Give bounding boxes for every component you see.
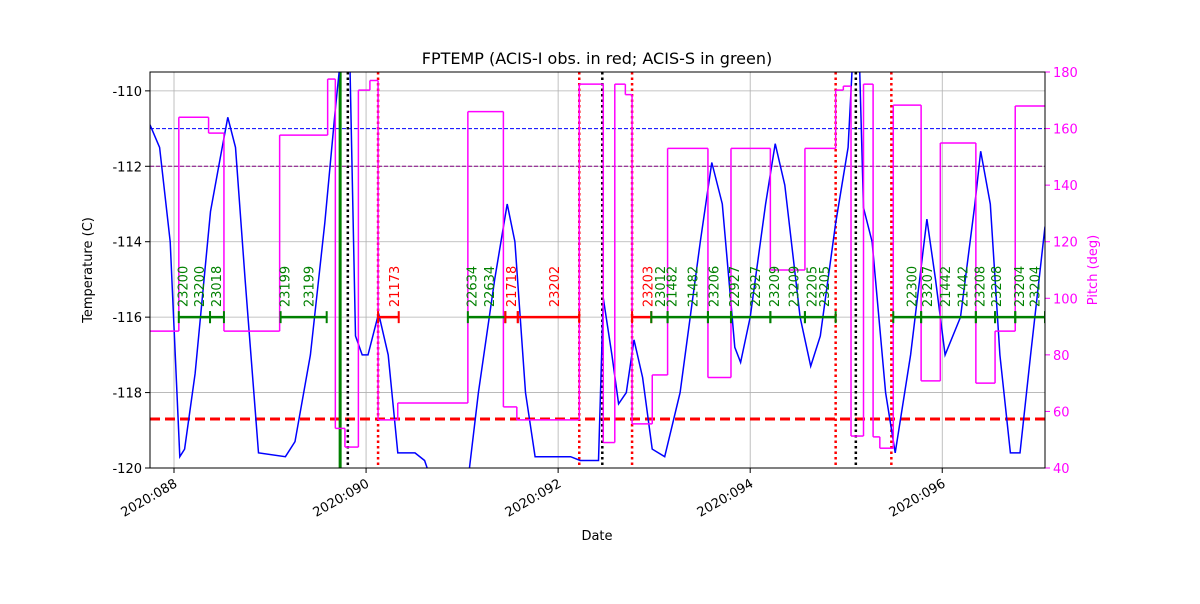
obsid-label: 23200 bbox=[177, 266, 192, 307]
obsid-label: 23205 bbox=[818, 266, 833, 307]
y2-tick-label: 120 bbox=[1053, 236, 1078, 251]
y-axis-label: Temperature (C) bbox=[81, 217, 96, 324]
obsid-label: 23204 bbox=[1028, 266, 1043, 307]
temperature-line bbox=[150, 72, 1045, 468]
y-tick-label: -110 bbox=[112, 85, 142, 100]
obsid-label: 23203 bbox=[641, 266, 656, 307]
x-tick-label: 2020:092 bbox=[503, 476, 564, 520]
y-tick-label: -118 bbox=[112, 387, 142, 402]
x-tick-label: 2020:094 bbox=[695, 476, 756, 520]
y2-tick-label: 60 bbox=[1053, 405, 1070, 420]
obsid-label: 22300 bbox=[905, 266, 920, 307]
obsid-label: 23199 bbox=[302, 266, 317, 307]
obsid-label: 23202 bbox=[548, 266, 563, 307]
obsid-label: 22634 bbox=[483, 266, 498, 307]
obsid-label: 23012 bbox=[654, 266, 669, 307]
obsid-label: 23199 bbox=[278, 266, 293, 307]
obsid-label: 23206 bbox=[708, 266, 723, 307]
y2-tick-label: 80 bbox=[1053, 349, 1070, 364]
obsid-label: 22634 bbox=[466, 266, 481, 307]
axes: 2020:088 2020:090 2020:092 2020:094 2020:096… bbox=[112, 66, 1077, 521]
y2-tick-label: 140 bbox=[1053, 179, 1078, 194]
y2-axis-label: Pitch (deg) bbox=[1086, 235, 1101, 305]
chart-title: FPTEMP (ACIS-I obs. in red; ACIS-S in gr… bbox=[422, 49, 772, 68]
obsid-label: 22927 bbox=[749, 266, 764, 307]
obsid-label: 23204 bbox=[1013, 266, 1028, 307]
y2-tick-label: 180 bbox=[1053, 66, 1078, 81]
y2-tick-label: 40 bbox=[1053, 462, 1070, 477]
plot-frame bbox=[149, 71, 1046, 469]
obsid-label: 21482 bbox=[687, 266, 702, 307]
plot-area bbox=[150, 72, 1045, 468]
obsid-label: 21442 bbox=[956, 266, 971, 307]
y-tick-label: -116 bbox=[112, 311, 142, 326]
obsid-label: 21482 bbox=[665, 266, 680, 307]
y-tick-label: -120 bbox=[112, 462, 142, 477]
y2-tick-label: 160 bbox=[1053, 123, 1078, 138]
obsid-label: 21442 bbox=[939, 266, 954, 307]
x-axis-label: Date bbox=[581, 529, 612, 544]
obsid-label: 23207 bbox=[921, 266, 936, 307]
obsid-label: 23208 bbox=[974, 266, 989, 307]
obsid-label: 23209 bbox=[768, 266, 783, 307]
obsid-label: 23018 bbox=[210, 266, 225, 307]
x-tick-label: 2020:090 bbox=[311, 476, 372, 520]
y-tick-label: -114 bbox=[112, 236, 142, 251]
obsid-label: 22927 bbox=[728, 266, 743, 307]
obsid-label: 22205 bbox=[806, 266, 821, 307]
obsid-label: 21173 bbox=[388, 266, 403, 307]
obsid-label: 21718 bbox=[505, 266, 520, 307]
obsid-label: 23209 bbox=[787, 266, 802, 307]
y-tick-label: -112 bbox=[112, 160, 142, 175]
obsid-label: 23208 bbox=[990, 266, 1005, 307]
x-tick-label: 2020:088 bbox=[119, 476, 180, 520]
obsid-label: 23200 bbox=[193, 266, 208, 307]
x-tick-label: 2020:096 bbox=[887, 476, 948, 520]
y2-tick-label: 100 bbox=[1053, 292, 1078, 307]
